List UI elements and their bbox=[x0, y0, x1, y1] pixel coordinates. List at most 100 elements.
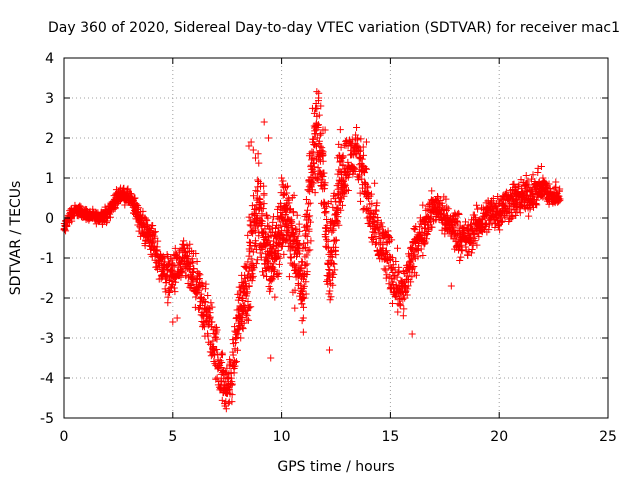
data-point bbox=[189, 259, 197, 267]
data-point bbox=[321, 126, 329, 134]
data-point bbox=[275, 269, 283, 277]
data-point bbox=[373, 199, 381, 207]
data-point bbox=[218, 359, 226, 367]
data-point bbox=[392, 257, 400, 265]
data-point bbox=[307, 237, 315, 245]
data-point bbox=[264, 259, 272, 267]
data-point bbox=[149, 222, 157, 230]
data-point bbox=[320, 180, 328, 188]
data-point bbox=[525, 212, 533, 220]
data-point bbox=[290, 191, 298, 199]
y-tick-label: 3 bbox=[45, 91, 54, 107]
data-point bbox=[259, 205, 267, 213]
data-point bbox=[153, 246, 161, 254]
data-point bbox=[282, 183, 290, 191]
data-point bbox=[363, 205, 371, 213]
data-point bbox=[120, 184, 128, 192]
y-tick-labels: 4 3 2 1 0 -1 -2 -3 -4 -5 bbox=[40, 51, 54, 427]
y-tick-label: 2 bbox=[45, 131, 54, 147]
data-point bbox=[513, 208, 521, 216]
data-point bbox=[380, 265, 388, 273]
data-point bbox=[297, 265, 305, 273]
data-point bbox=[228, 391, 236, 399]
data-point bbox=[390, 275, 398, 283]
data-point bbox=[151, 228, 159, 236]
data-point bbox=[258, 210, 266, 218]
data-point bbox=[317, 130, 325, 138]
data-point bbox=[338, 201, 346, 209]
data-point bbox=[515, 181, 523, 189]
data-point bbox=[311, 189, 319, 197]
data-point bbox=[323, 243, 331, 251]
y-tick-label: -2 bbox=[40, 291, 54, 307]
data-point bbox=[244, 316, 252, 324]
data-point bbox=[253, 215, 261, 223]
data-point bbox=[230, 369, 238, 377]
data-point bbox=[279, 191, 287, 199]
data-point bbox=[269, 260, 277, 268]
data-point bbox=[243, 312, 251, 320]
data-point bbox=[164, 293, 172, 301]
data-point bbox=[247, 239, 255, 247]
data-point bbox=[265, 134, 273, 142]
data-point bbox=[468, 246, 476, 254]
data-point bbox=[533, 201, 541, 209]
data-point bbox=[269, 218, 277, 226]
data-point bbox=[142, 216, 150, 224]
data-point bbox=[310, 163, 318, 171]
data-point bbox=[157, 253, 165, 261]
data-point bbox=[388, 254, 396, 262]
data-point bbox=[419, 251, 427, 259]
data-point bbox=[385, 280, 393, 288]
data-point bbox=[300, 239, 308, 247]
data-point bbox=[410, 262, 418, 270]
chart-title: Day 360 of 2020, Sidereal Day-to-day VTE… bbox=[48, 20, 620, 36]
data-point bbox=[173, 252, 181, 260]
data-point bbox=[181, 248, 189, 256]
data-point bbox=[267, 354, 275, 362]
data-point bbox=[250, 264, 258, 272]
data-point bbox=[314, 121, 322, 129]
data-point bbox=[278, 174, 286, 182]
data-point bbox=[304, 200, 312, 208]
data-point bbox=[106, 213, 114, 221]
data-point bbox=[166, 288, 174, 296]
data-point bbox=[260, 190, 268, 198]
data-point bbox=[332, 251, 340, 259]
y-tick-label: 0 bbox=[45, 211, 54, 227]
data-point bbox=[325, 346, 333, 354]
data-point bbox=[362, 138, 370, 146]
data-point bbox=[189, 276, 197, 284]
axis-ticks bbox=[63, 57, 609, 419]
data-point bbox=[233, 358, 241, 366]
data-point bbox=[489, 195, 497, 203]
data-point bbox=[287, 254, 295, 262]
data-point bbox=[329, 273, 337, 281]
data-point bbox=[213, 326, 221, 334]
data-point bbox=[336, 126, 344, 134]
data-point bbox=[214, 365, 222, 373]
data-point bbox=[204, 321, 212, 329]
data-point bbox=[537, 162, 545, 170]
data-point bbox=[320, 169, 328, 177]
data-point bbox=[221, 402, 229, 410]
data-point bbox=[394, 308, 402, 316]
data-point bbox=[280, 250, 288, 258]
data-point bbox=[450, 215, 458, 223]
data-point bbox=[330, 260, 338, 268]
data-point bbox=[303, 232, 311, 240]
x-tick-labels: 0 5 10 15 20 25 bbox=[60, 429, 617, 445]
data-point bbox=[233, 346, 241, 354]
data-point bbox=[170, 261, 178, 269]
data-point bbox=[244, 258, 252, 266]
data-point bbox=[309, 148, 317, 156]
data-point bbox=[177, 266, 185, 274]
data-point bbox=[302, 227, 310, 235]
data-point bbox=[304, 247, 312, 255]
data-point bbox=[247, 138, 255, 146]
data-point bbox=[200, 323, 208, 331]
y-tick-label: 1 bbox=[45, 171, 54, 187]
data-point bbox=[377, 219, 385, 227]
data-point bbox=[187, 281, 195, 289]
